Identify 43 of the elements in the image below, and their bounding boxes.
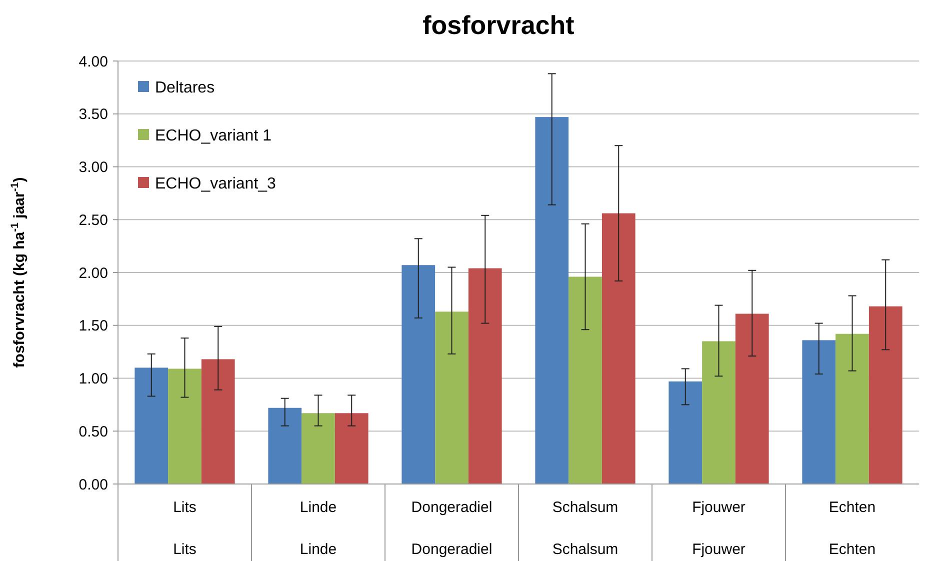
bar [668, 381, 702, 484]
bar [568, 276, 602, 484]
x-tick-label: Schalsum [552, 499, 618, 516]
x-tick-label: Lits [173, 499, 196, 516]
x-tick-label: Dongeradiel [411, 499, 492, 516]
bar [302, 413, 335, 484]
bar [468, 268, 502, 484]
bar [836, 334, 869, 484]
y-tick-label: 4.00 [78, 53, 108, 70]
bar [535, 117, 569, 484]
chart-title: fosforvracht [422, 10, 575, 40]
bar [868, 306, 902, 484]
y-tick-label: 1.50 [78, 318, 108, 335]
y-tick-label: 3.50 [78, 106, 108, 124]
bar [334, 413, 368, 484]
legend-label: Deltares [155, 80, 215, 97]
bar [402, 265, 436, 484]
text: Lits [173, 541, 196, 558]
x-tick-label: Fjouwer [692, 499, 746, 516]
bar [702, 341, 736, 484]
text: Fjouwer [692, 541, 746, 558]
legend-label: ECHO_variant 1 [155, 128, 272, 145]
bar [268, 408, 302, 484]
bar [201, 359, 235, 484]
x-tick-label: Linde [300, 499, 337, 516]
bar [435, 312, 468, 484]
y-tick-label: 2.00 [78, 264, 108, 282]
bar [134, 368, 168, 484]
bar [168, 368, 202, 484]
legend-label: ECHO_variant_3 [155, 176, 276, 193]
bar [735, 314, 769, 484]
text: Linde [300, 541, 337, 558]
bar [602, 213, 636, 484]
y-tick-label: 0.00 [78, 476, 108, 494]
y-tick-label: 0.50 [78, 423, 108, 440]
text: Echten [828, 541, 876, 558]
bar [802, 340, 836, 484]
y-tick-label: 3.00 [78, 159, 108, 176]
y-tick-label: 1.00 [78, 370, 108, 388]
y-tick-label: 2.50 [78, 212, 108, 229]
x-tick-label: Echten [828, 499, 876, 516]
text: Dongeradiel [411, 541, 492, 558]
text: Schalsum [552, 541, 618, 558]
